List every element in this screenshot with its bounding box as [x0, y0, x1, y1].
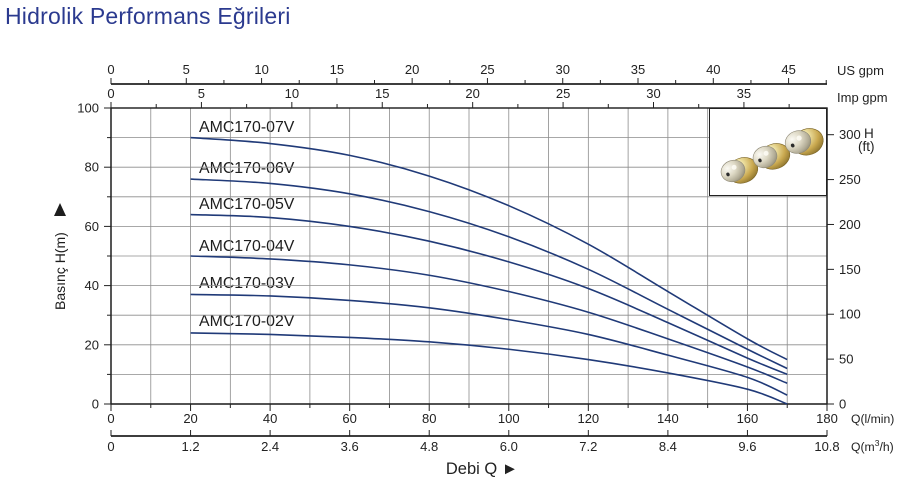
svg-text:7.2: 7.2 [579, 439, 597, 454]
svg-text:200: 200 [839, 217, 861, 232]
svg-text:100: 100 [498, 411, 520, 426]
svg-text:40: 40 [706, 62, 720, 77]
svg-text:9.6: 9.6 [738, 439, 756, 454]
svg-text:80: 80 [422, 411, 436, 426]
svg-text:250: 250 [839, 172, 861, 187]
svg-text:5: 5 [183, 62, 190, 77]
svg-text:60: 60 [342, 411, 356, 426]
svg-text:120: 120 [577, 411, 599, 426]
svg-text:60: 60 [85, 219, 99, 234]
svg-text:4.8: 4.8 [420, 439, 438, 454]
svg-text:2.4: 2.4 [261, 439, 279, 454]
svg-text:30: 30 [555, 62, 569, 77]
svg-text:160: 160 [737, 411, 759, 426]
svg-text:0: 0 [107, 439, 114, 454]
svg-text:0: 0 [107, 411, 114, 426]
svg-text:40: 40 [263, 411, 277, 426]
svg-text:Q(l/min): Q(l/min) [851, 412, 894, 426]
svg-text:15: 15 [375, 86, 389, 101]
svg-text:0: 0 [839, 397, 846, 412]
svg-text:20: 20 [85, 337, 99, 352]
svg-text:3.6: 3.6 [341, 439, 359, 454]
svg-text:20: 20 [465, 86, 479, 101]
svg-text:Q(m3/h): Q(m3/h) [851, 438, 894, 454]
svg-text:Debi Q ►: Debi Q ► [446, 460, 518, 478]
svg-text:80: 80 [85, 160, 99, 175]
svg-text:30: 30 [646, 86, 660, 101]
svg-text:150: 150 [839, 262, 861, 277]
svg-text:US gpm: US gpm [837, 63, 884, 78]
svg-text:20: 20 [183, 411, 197, 426]
svg-text:35: 35 [631, 62, 645, 77]
svg-text:0: 0 [107, 86, 114, 101]
svg-text:5: 5 [198, 86, 205, 101]
svg-text:(ft): (ft) [858, 139, 875, 154]
svg-text:10.8: 10.8 [814, 439, 839, 454]
svg-text:100: 100 [839, 307, 861, 322]
svg-text:6.0: 6.0 [500, 439, 518, 454]
svg-text:20: 20 [405, 62, 419, 77]
svg-text:0: 0 [107, 62, 114, 77]
svg-text:10: 10 [254, 62, 268, 77]
svg-text:Imp gpm: Imp gpm [837, 90, 888, 105]
svg-text:15: 15 [330, 62, 344, 77]
svg-text:180: 180 [816, 411, 838, 426]
svg-text:8.4: 8.4 [659, 439, 677, 454]
svg-text:140: 140 [657, 411, 679, 426]
svg-text:0: 0 [92, 397, 99, 412]
svg-text:1.2: 1.2 [182, 439, 200, 454]
svg-text:50: 50 [839, 352, 853, 367]
svg-text:25: 25 [480, 62, 494, 77]
svg-text:45: 45 [781, 62, 795, 77]
svg-text:10: 10 [285, 86, 299, 101]
svg-text:100: 100 [77, 101, 99, 116]
svg-text:35: 35 [737, 86, 751, 101]
svg-text:40: 40 [85, 278, 99, 293]
svg-text:25: 25 [556, 86, 570, 101]
